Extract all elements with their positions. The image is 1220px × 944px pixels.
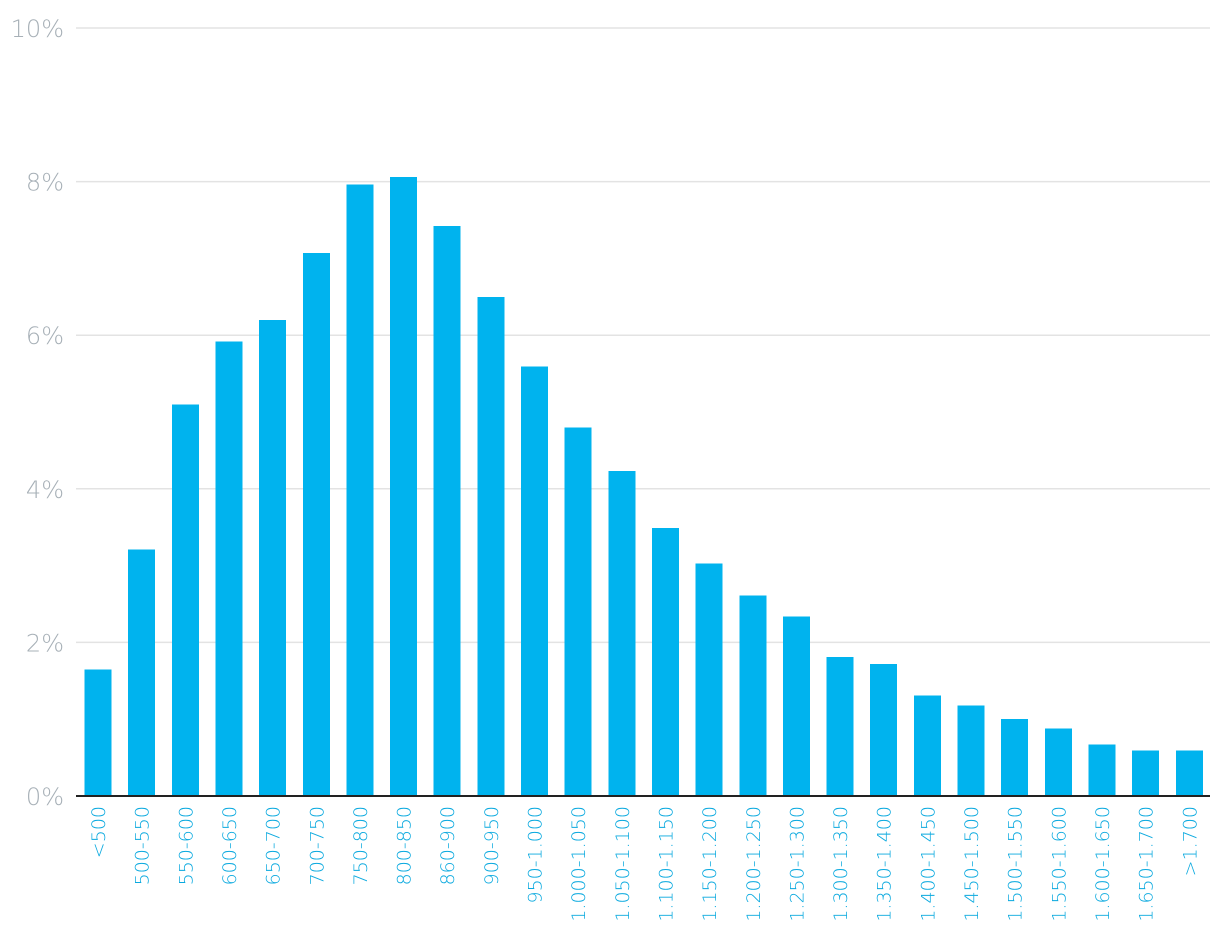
bar: [259, 319, 287, 796]
gridlines: [76, 27, 1210, 644]
x-tick-label: 1.450-1.500: [961, 806, 983, 922]
bar: [521, 366, 548, 796]
x-tick-label: 1.500-1.550: [1005, 806, 1027, 922]
x-tick-label: 750-800: [350, 806, 372, 885]
bar: [390, 176, 418, 796]
y-tick-label: 2%: [26, 629, 64, 657]
x-tick-label: 1.400-1.450: [917, 806, 939, 922]
bar: [913, 695, 941, 796]
bar: [870, 663, 898, 796]
bar: [1132, 750, 1160, 796]
y-axis: 0% 2% 4% 6% 8% 10%: [11, 15, 64, 811]
x-tick-label: <500: [88, 806, 110, 858]
x-tick-label: 1.200-1.250: [743, 806, 765, 922]
bar: [1001, 719, 1029, 796]
x-tick-label: 1.150-1.200: [699, 806, 721, 922]
y-tick-label: 10%: [11, 15, 64, 43]
y-tick-label: 6%: [26, 322, 64, 350]
x-tick-label: 600-650: [219, 806, 241, 885]
x-tick-label: 1.000-1.050: [568, 806, 590, 922]
bar: [1175, 750, 1203, 796]
bar: [957, 705, 985, 796]
x-tick-label: 900-950: [481, 806, 503, 885]
bar: [1088, 744, 1116, 796]
bar: [564, 427, 592, 796]
bar: [608, 471, 636, 796]
x-tick-label: 950-1.000: [525, 806, 547, 904]
x-tick-label: 1.350-1.400: [874, 806, 896, 922]
bars: [84, 176, 1203, 797]
x-tick-label: 1.650-1.700: [1136, 806, 1158, 922]
y-tick-label: 8%: [26, 169, 64, 197]
bar: [1044, 728, 1072, 796]
bar: [215, 341, 243, 796]
x-tick-label: 1.100-1.150: [655, 806, 677, 922]
x-axis: <500 500-550 550-600 600-650 650-700 700-750 7…: [88, 806, 1201, 922]
bar: [302, 253, 330, 797]
y-tick-label: 4%: [26, 476, 64, 504]
x-tick-label: 1.550-1.600: [1048, 806, 1070, 922]
bar: [651, 527, 679, 796]
x-tick-label: 1.050-1.100: [612, 806, 634, 922]
bar: [433, 226, 461, 797]
bar: [171, 404, 199, 796]
x-tick-label: >1.700: [1179, 806, 1201, 876]
x-tick-label: 550-600: [175, 806, 197, 885]
bar: [346, 184, 374, 796]
x-tick-label: 1.300-1.350: [830, 806, 852, 922]
bar: [782, 616, 810, 796]
x-tick-label: 650-700: [263, 806, 285, 885]
bar: [695, 563, 723, 796]
bar: [84, 669, 112, 796]
bar: [826, 656, 854, 796]
x-tick-label: 500-550: [132, 806, 154, 885]
x-tick-label: 800-850: [394, 806, 416, 885]
x-tick-label: 1.250-1.300: [786, 806, 808, 922]
y-tick-label: 0%: [26, 783, 64, 811]
bar: [128, 549, 156, 796]
bar: [739, 595, 767, 796]
x-tick-label: 1.600-1.650: [1092, 806, 1114, 922]
x-tick-label: 700-750: [306, 806, 328, 885]
bar: [477, 296, 505, 796]
x-tick-label: 860-900: [437, 806, 459, 885]
